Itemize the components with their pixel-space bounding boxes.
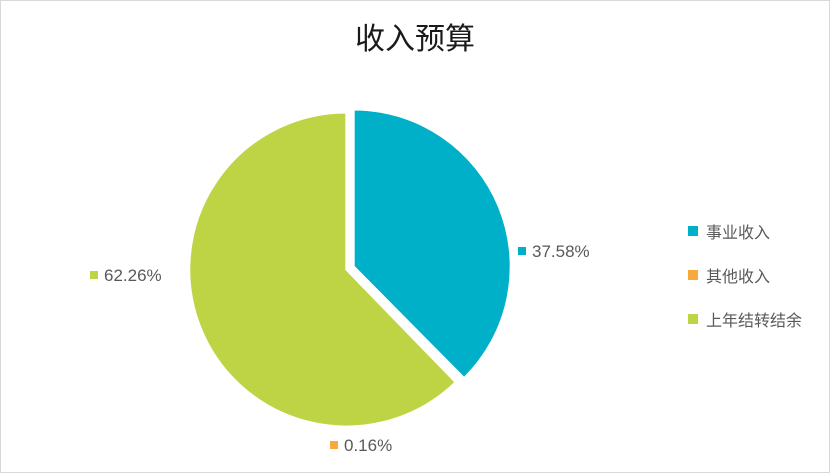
- legend-item[interactable]: 其他收入: [688, 264, 802, 286]
- data-label: 37.58%: [532, 242, 590, 261]
- legend-label: 上年结转结余: [706, 311, 803, 330]
- pie-slice[interactable]: [352, 108, 512, 380]
- legend-label: 事业收入: [706, 223, 771, 242]
- data-label-swatch: [330, 441, 338, 449]
- data-label: 0.16%: [344, 436, 392, 455]
- legend-label: 其他收入: [706, 267, 771, 286]
- pie-slice[interactable]: [352, 270, 465, 385]
- legend-swatch: [688, 314, 698, 324]
- pie-slice[interactable]: [188, 111, 458, 428]
- chart-title: 收入预算: [355, 22, 475, 57]
- data-label: 62.26%: [104, 266, 162, 285]
- data-label-swatch: [90, 271, 98, 279]
- legend-item[interactable]: 上年结转结余: [688, 308, 802, 330]
- legend-swatch: [688, 270, 698, 280]
- legend: 事业收入 其他收入 上年结转结余: [688, 220, 802, 352]
- legend-swatch: [688, 226, 698, 236]
- data-label-swatch: [518, 247, 526, 255]
- legend-item[interactable]: 事业收入: [688, 220, 802, 242]
